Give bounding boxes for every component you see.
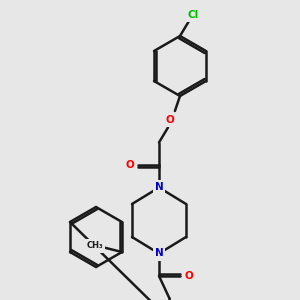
Text: CH₃: CH₃ [87, 242, 103, 250]
Text: O: O [125, 160, 134, 170]
Text: Cl: Cl [188, 10, 199, 20]
Text: N: N [154, 248, 164, 259]
Text: O: O [184, 271, 193, 281]
Text: O: O [165, 115, 174, 125]
Text: N: N [154, 182, 164, 193]
